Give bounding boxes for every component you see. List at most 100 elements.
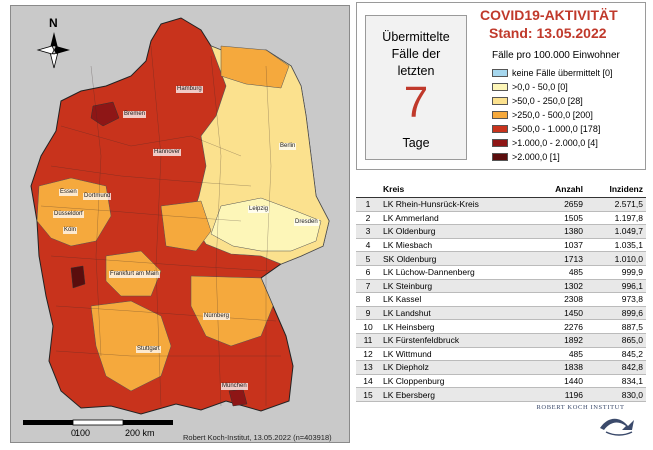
inzidenz-cell: 1.010,0 xyxy=(586,251,646,266)
rank-cell: 8 xyxy=(356,292,380,307)
map-canvas xyxy=(30,17,330,415)
region-thuringia-orange xyxy=(160,200,212,252)
table-row: 15 LK Ebersberg 1196 830,0 xyxy=(356,387,646,402)
table-header-row: Kreis Anzahl Inzidenz xyxy=(356,181,646,198)
caption-line1: Übermittelte xyxy=(382,30,450,44)
legend-panel: Übermittelte Fälle der letzten 7 Tage CO… xyxy=(356,2,646,170)
days-number: 7 xyxy=(403,78,429,127)
map-credit: Robert Koch-Institut, 13.05.2022 (n=4039… xyxy=(183,433,332,442)
scale-label-0: 0 xyxy=(71,428,76,438)
anzahl-cell: 1440 xyxy=(534,374,586,389)
table-row: 13 LK Diepholz 1838 842,8 xyxy=(356,360,646,375)
kreis-cell: LK Kassel xyxy=(380,292,535,307)
region-bw-orange xyxy=(90,300,172,392)
anzahl-cell: 1892 xyxy=(534,333,586,348)
anzahl-cell: 1505 xyxy=(534,211,586,226)
legend-item: >50,0 - 250,0 [28] xyxy=(492,96,583,106)
page-title: COVID19-AKTIVITÄT xyxy=(480,7,618,23)
district-borders xyxy=(40,45,281,407)
legend-item: >500,0 - 1.000,0 [178] xyxy=(492,124,600,134)
rank-cell: 6 xyxy=(356,265,380,280)
legend-item: >250,0 - 500,0 [200] xyxy=(492,110,593,120)
table-row: 14 LK Cloppenburg 1440 834,1 xyxy=(356,374,646,389)
legend-item: >2.000,0 [1] xyxy=(492,152,560,162)
scale-label-200: 200 km xyxy=(125,428,155,438)
table-row: 11 LK Fürstenfeldbruck 1892 865,0 xyxy=(356,333,646,348)
city-label: Leipzig xyxy=(248,206,270,213)
legend-item: >0,0 - 50,0 [0] xyxy=(492,82,568,92)
city-label: Hamburg xyxy=(176,86,203,93)
legend-swatch xyxy=(492,97,508,105)
inzidenz-cell: 973,8 xyxy=(586,292,646,307)
seven-day-box: Übermittelte Fälle der letzten 7 Tage xyxy=(365,15,467,160)
north-label: N xyxy=(49,16,58,30)
rank-cell: 11 xyxy=(356,333,380,348)
legend-item: >1.000,0 - 2.000,0 [4] xyxy=(492,138,598,148)
kreis-cell: LK Ebersberg xyxy=(380,387,535,402)
legend-label: >50,0 - 250,0 [28] xyxy=(512,96,583,106)
city-label: Frankfurt am Main xyxy=(109,271,160,278)
kreis-cell: LK Steinburg xyxy=(380,279,535,294)
rki-logo-text: ROBERT KOCH INSTITUT xyxy=(536,404,625,411)
col-anzahl-header: Anzahl xyxy=(534,181,586,198)
days-caption-bottom: Tage xyxy=(402,136,430,150)
germany-choropleth-map[interactable]: N Hamburg Bremen Hannover Berlin Essen D… xyxy=(10,5,350,443)
top15-districts-table: Kreis Anzahl Inzidenz 1 LK Rhein-Hunsrück… xyxy=(356,181,646,402)
kreis-cell: LK Wittmund xyxy=(380,347,535,362)
table-row: 10 LK Heinsberg 2276 887,5 xyxy=(356,319,646,334)
city-label: Nürnberg xyxy=(203,313,231,320)
kreis-cell: LK Fürstenfeldbruck xyxy=(380,333,535,348)
hotspot-ammerland xyxy=(90,101,120,127)
inzidenz-cell: 996,1 xyxy=(586,279,646,294)
scale-label-100: 100 xyxy=(75,428,90,438)
city-label: Stuttgart xyxy=(136,346,161,353)
city-label: München xyxy=(221,383,248,390)
city-label: Berlin xyxy=(279,143,297,150)
city-label: Essen xyxy=(59,189,78,196)
anzahl-cell: 1196 xyxy=(534,387,586,402)
kreis-cell: LK Heinsberg xyxy=(380,319,535,334)
seven-day-caption: Übermittelte Fälle der letzten xyxy=(366,29,466,80)
anzahl-cell: 1037 xyxy=(534,238,586,253)
hotspot-rhein-hunsrueck xyxy=(70,265,86,289)
table-row: 3 LK Oldenburg 1380 1.049,7 xyxy=(356,224,646,239)
anzahl-cell: 485 xyxy=(534,265,586,280)
legend-swatch xyxy=(492,125,508,133)
table-body: 1 LK Rhein-Hunsrück-Kreis 2659 2.571,5 2 LK A… xyxy=(356,197,646,402)
city-label: Dresden xyxy=(294,219,319,226)
rank-cell: 10 xyxy=(356,319,380,334)
rki-logo: ROBERT KOCH INSTITUT xyxy=(513,404,648,440)
city-label: Köln xyxy=(63,227,78,234)
legend-swatch xyxy=(492,69,508,77)
city-label: Hannover xyxy=(153,149,182,156)
kreis-cell: LK Diepholz xyxy=(380,360,535,375)
kreis-cell: LK Landshut xyxy=(380,306,535,321)
table-row: 4 LK Miesbach 1037 1.035,1 xyxy=(356,238,646,253)
kreis-cell: LK Rhein-Hunsrück-Kreis xyxy=(380,197,535,212)
legend-label: >1.000,0 - 2.000,0 [4] xyxy=(512,138,598,148)
inzidenz-cell: 845,2 xyxy=(586,347,646,362)
scale-bar: 0 100 200 km xyxy=(23,419,173,438)
anzahl-cell: 1450 xyxy=(534,306,586,321)
anzahl-cell: 1713 xyxy=(534,251,586,266)
caption-line3: letzten xyxy=(397,64,435,78)
table-row: 7 LK Steinburg 1302 996,1 xyxy=(356,279,646,294)
caption-line2: Fälle der xyxy=(391,47,441,61)
city-label: Düsseldorf xyxy=(53,211,84,218)
region-mv-orange xyxy=(220,45,290,89)
region-bavaria-orange xyxy=(190,275,274,347)
rank-cell: 14 xyxy=(356,374,380,389)
legend-swatch xyxy=(492,111,508,119)
rank-cell: 7 xyxy=(356,279,380,294)
inzidenz-cell: 899,6 xyxy=(586,306,646,321)
rank-cell: 13 xyxy=(356,360,380,375)
compass-rose-icon xyxy=(36,32,70,69)
report-date: Stand: 13.05.2022 xyxy=(489,25,607,41)
legend-swatch xyxy=(492,139,508,147)
table-row: 5 SK Oldenburg 1713 1.010,0 xyxy=(356,251,646,266)
anzahl-cell: 1302 xyxy=(534,279,586,294)
kreis-cell: LK Oldenburg xyxy=(380,224,535,239)
anzahl-cell: 485 xyxy=(534,347,586,362)
inzidenz-cell: 830,0 xyxy=(586,387,646,402)
rank-cell: 1 xyxy=(356,197,380,212)
